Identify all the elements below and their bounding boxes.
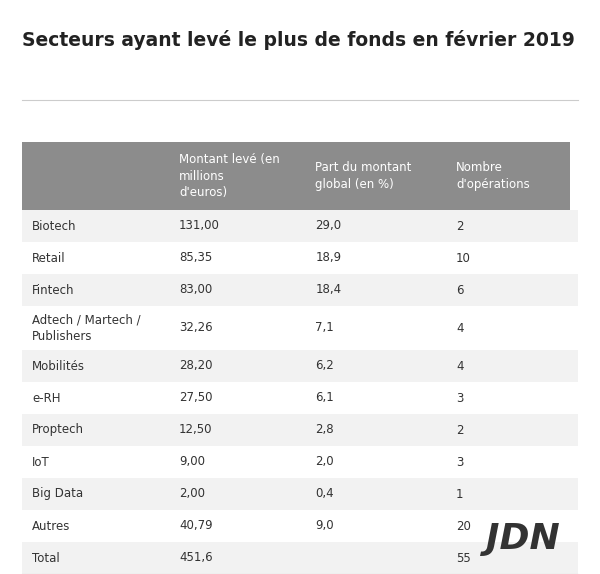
Text: 40,79: 40,79: [179, 519, 212, 533]
Text: 18,9: 18,9: [316, 251, 341, 265]
Text: 2,0: 2,0: [316, 456, 334, 468]
Text: Fintech: Fintech: [32, 284, 75, 297]
Text: 6,1: 6,1: [316, 391, 334, 405]
Bar: [22, 382, 578, 414]
Bar: [22, 510, 578, 542]
Text: 9,00: 9,00: [179, 456, 205, 468]
Text: Nombre
d'opérations: Nombre d'opérations: [456, 161, 530, 191]
Text: 1: 1: [456, 487, 463, 501]
Bar: [22, 210, 578, 242]
Bar: [22, 306, 578, 350]
Text: 28,20: 28,20: [179, 359, 212, 373]
Text: Big Data: Big Data: [32, 487, 83, 501]
Text: 3: 3: [456, 456, 463, 468]
Text: 10: 10: [456, 251, 471, 265]
Text: 4: 4: [456, 359, 463, 373]
Bar: [22, 478, 578, 510]
Text: 18,4: 18,4: [316, 284, 341, 297]
Text: Retail: Retail: [32, 251, 66, 265]
Text: 27,50: 27,50: [179, 391, 212, 405]
Text: e-RH: e-RH: [32, 391, 61, 405]
Bar: [22, 142, 169, 210]
Bar: [22, 274, 578, 306]
Text: 4: 4: [456, 321, 463, 335]
Text: Mobilités: Mobilités: [32, 359, 85, 373]
Bar: [448, 142, 569, 210]
Text: 0,4: 0,4: [316, 487, 334, 501]
Text: Proptech: Proptech: [32, 424, 85, 436]
Text: JDN: JDN: [486, 522, 560, 556]
Bar: [169, 142, 305, 210]
Text: 2: 2: [456, 219, 463, 232]
Text: Adtech / Martech /
Publishers: Adtech / Martech / Publishers: [32, 313, 141, 343]
Text: Total: Total: [32, 552, 60, 564]
Bar: [22, 542, 578, 574]
Text: Part du montant
global (en %): Part du montant global (en %): [316, 161, 412, 191]
Text: 7,1: 7,1: [316, 321, 334, 335]
Text: 55: 55: [456, 552, 470, 564]
Text: 12,50: 12,50: [179, 424, 212, 436]
Text: 131,00: 131,00: [179, 219, 220, 232]
Text: 29,0: 29,0: [316, 219, 341, 232]
Bar: [22, 446, 578, 478]
Text: 6: 6: [456, 284, 463, 297]
Text: 2: 2: [456, 424, 463, 436]
Bar: [22, 350, 578, 382]
Text: 32,26: 32,26: [179, 321, 212, 335]
Bar: [22, 242, 578, 274]
Text: 3: 3: [456, 391, 463, 405]
Text: Secteurs ayant levé le plus de fonds en février 2019: Secteurs ayant levé le plus de fonds en …: [22, 30, 575, 50]
Text: 83,00: 83,00: [179, 284, 212, 297]
Text: 85,35: 85,35: [179, 251, 212, 265]
Bar: [22, 414, 578, 446]
Text: 20: 20: [456, 519, 471, 533]
Text: Montant levé (en
millions
d'euros): Montant levé (en millions d'euros): [179, 153, 280, 199]
Text: 2,8: 2,8: [316, 424, 334, 436]
Bar: [305, 142, 448, 210]
Text: 9,0: 9,0: [316, 519, 334, 533]
Text: 6,2: 6,2: [316, 359, 334, 373]
Text: Biotech: Biotech: [32, 219, 77, 232]
Text: 2,00: 2,00: [179, 487, 205, 501]
Text: Autres: Autres: [32, 519, 71, 533]
Text: 451,6: 451,6: [179, 552, 212, 564]
Text: IoT: IoT: [32, 456, 50, 468]
